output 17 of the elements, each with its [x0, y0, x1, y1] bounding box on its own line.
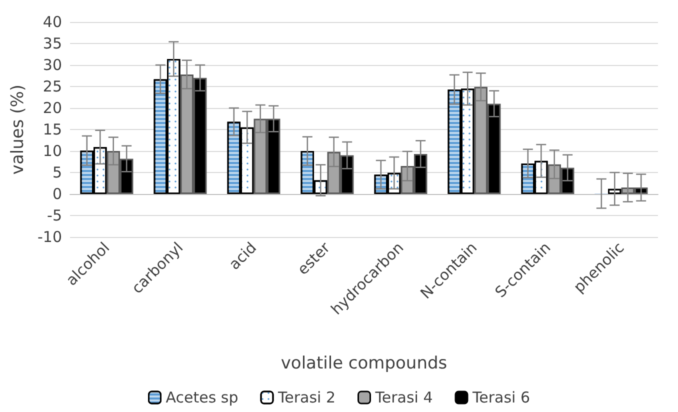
y-tick-label: -10 [38, 228, 62, 246]
legend-label: Terasi 6 [472, 388, 530, 406]
y-tick-label: 35 [42, 34, 62, 52]
y-tick-label: 0 [52, 185, 62, 203]
y-axis-title: values (%) [8, 84, 28, 175]
y-tick-label: 10 [42, 142, 62, 160]
y-tick-label: 40 [42, 13, 62, 31]
y-tick-label: 15 [42, 120, 62, 138]
legend-label: Terasi 4 [374, 388, 433, 406]
y-tick-label: 5 [52, 164, 62, 182]
y-tick-label: 30 [42, 56, 62, 74]
x-axis-title: volatile compounds [280, 354, 448, 374]
y-tick-label: -5 [47, 206, 62, 224]
legend-label: Terasi 2 [277, 388, 336, 406]
legend-label: Acetes sp [166, 388, 238, 406]
y-tick-label: 20 [42, 99, 62, 117]
y-tick-label: 25 [42, 78, 62, 96]
